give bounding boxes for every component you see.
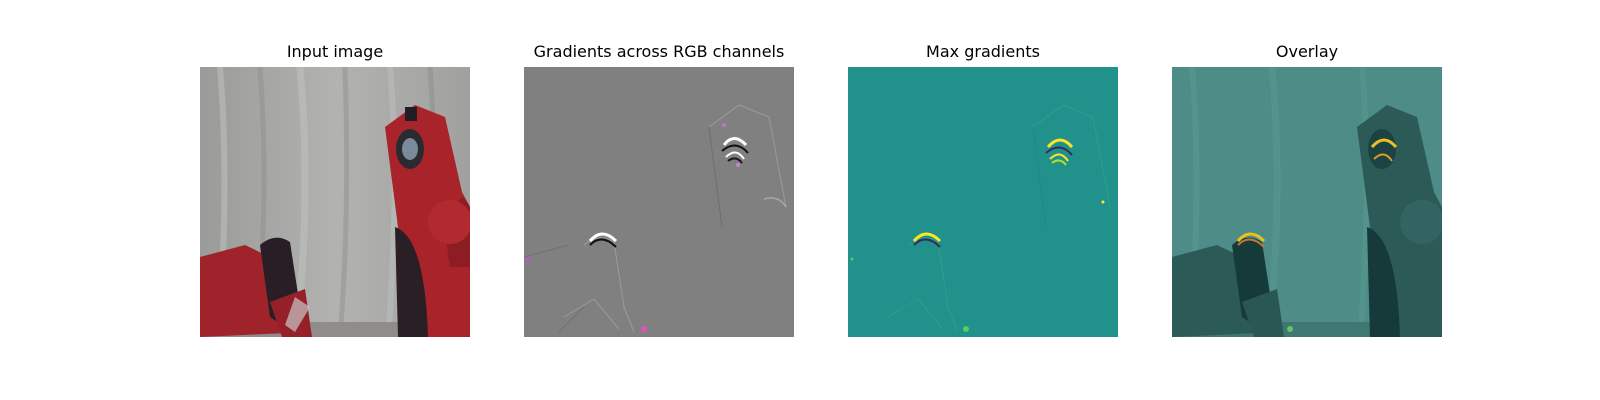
max-gradients-image bbox=[848, 67, 1118, 337]
rgb-gradients-image bbox=[524, 67, 794, 337]
panel-rgb-gradients: Gradients across RGB channels bbox=[524, 0, 794, 400]
panel-title-rgb-gradients: Gradients across RGB channels bbox=[533, 42, 785, 61]
panel-overlay: Overlay bbox=[1172, 0, 1442, 400]
panel-max-gradients: Max gradients bbox=[848, 0, 1118, 400]
panel-title-overlay: Overlay bbox=[1275, 42, 1339, 61]
panel-title-max-gradients: Max gradients bbox=[926, 42, 1040, 61]
panel-input-image: Input image bbox=[200, 0, 470, 400]
overlay-image bbox=[1172, 67, 1442, 337]
panel-title-input-image: Input image bbox=[286, 42, 384, 61]
input-image bbox=[200, 67, 470, 337]
